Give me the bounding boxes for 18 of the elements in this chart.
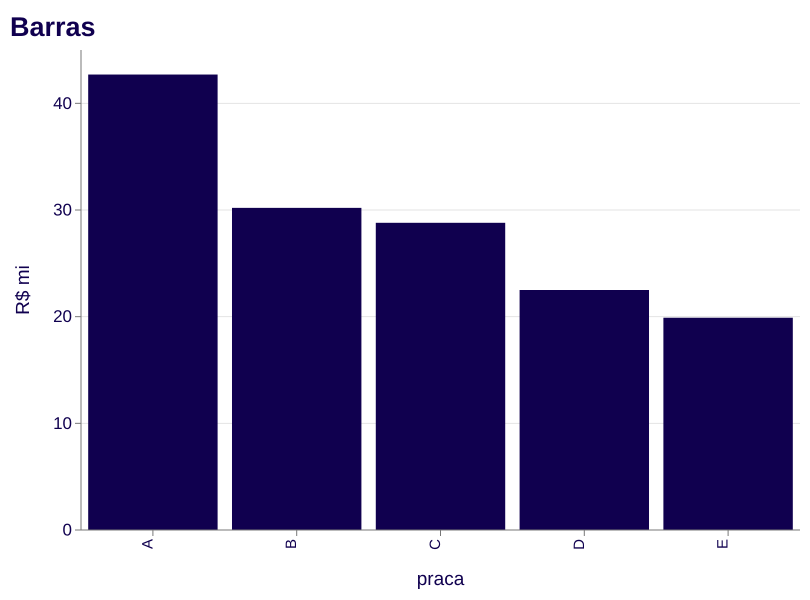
bar	[663, 318, 793, 530]
x-tick-label: C	[426, 538, 444, 550]
y-tick-label: 10	[53, 414, 72, 433]
x-axis-title: praca	[416, 569, 465, 590]
chart-title: Barras	[10, 12, 96, 42]
y-tick-label: 40	[53, 94, 72, 113]
bar	[232, 208, 362, 530]
y-tick-label: 30	[53, 200, 72, 220]
bar	[520, 290, 650, 530]
y-tick-label: 0	[62, 520, 72, 540]
y-axis-title: R$ mi	[13, 265, 34, 315]
x-tick-label: B	[283, 539, 300, 550]
bar	[376, 222, 506, 530]
y-tick-label: 20	[53, 307, 72, 326]
x-tick-label: A	[139, 539, 156, 550]
x-tick-label: D	[570, 538, 588, 550]
x-tick-label: E	[714, 539, 732, 550]
bar	[88, 74, 218, 530]
